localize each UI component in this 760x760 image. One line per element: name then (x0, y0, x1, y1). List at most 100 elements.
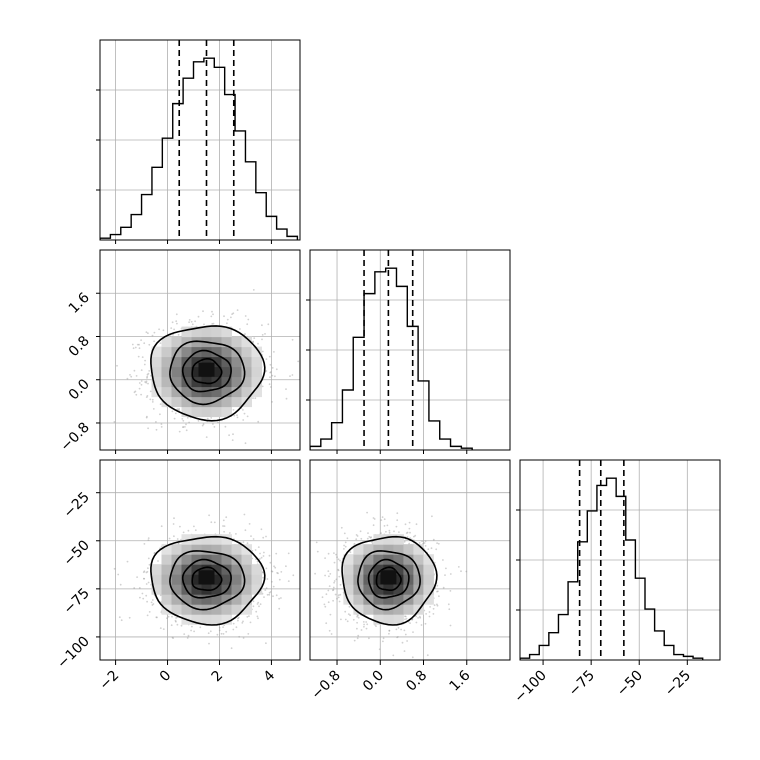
contour-line (367, 558, 410, 599)
scatter-point (357, 616, 360, 619)
scatter-point (113, 567, 116, 570)
scatter-point (356, 615, 358, 618)
density-cell (161, 366, 172, 378)
density-cell (383, 564, 394, 575)
scatter-point (356, 637, 359, 640)
scatter-point (131, 343, 134, 346)
scatter-point (225, 630, 228, 633)
scatter-point (159, 594, 162, 597)
scatter-point (136, 343, 139, 346)
scatter-point (246, 415, 249, 418)
scatter-point (420, 624, 423, 626)
scatter-point (175, 617, 178, 619)
scatter-point (436, 603, 438, 606)
scatter-point (400, 628, 402, 631)
scatter-point (447, 603, 450, 606)
scatter-point (138, 347, 141, 350)
scatter-point (232, 622, 235, 625)
scatter-point (242, 541, 245, 543)
scatter-point (356, 621, 358, 624)
scatter-point (275, 594, 278, 597)
scatter-point (147, 332, 149, 335)
scatter-point (408, 542, 411, 545)
density-cell (373, 594, 384, 605)
density-cell (403, 584, 414, 595)
scatter-point (171, 410, 174, 413)
density-cell (251, 584, 262, 595)
density-cell (171, 564, 182, 575)
density-cell (251, 564, 262, 575)
density-cell (403, 554, 414, 565)
density-cell (393, 614, 404, 625)
scatter-point (262, 576, 264, 579)
scatter-point (415, 523, 418, 526)
scatter-point (145, 583, 148, 585)
scatter-point (442, 559, 444, 561)
scatter-point (359, 530, 362, 533)
density-cell (393, 554, 404, 565)
scatter-point (155, 616, 158, 619)
scatter-point (430, 547, 433, 550)
scatter-point (383, 518, 386, 521)
scatter-point (355, 534, 358, 536)
scatter-point (348, 605, 351, 608)
scatter-point (236, 416, 239, 419)
density-cell (221, 544, 232, 555)
density-cell (201, 564, 212, 575)
scatter-point (432, 607, 435, 610)
histogram-panel-0 (96, 39, 301, 241)
scatter-point (132, 347, 135, 350)
scatter-point (254, 397, 257, 400)
scatter-point (209, 630, 212, 633)
scatter-point (250, 535, 252, 537)
density-cell (353, 604, 364, 615)
scatter-point (252, 340, 255, 343)
density-cell (241, 604, 252, 615)
scatter-point (212, 322, 215, 325)
scatter-point (160, 426, 163, 428)
density-cell (241, 336, 252, 348)
density-cell (423, 584, 434, 595)
density-cell (171, 584, 182, 595)
scatter-point (252, 397, 254, 399)
scatter-point (271, 401, 273, 403)
scatter-point (335, 553, 337, 556)
density-cell (221, 614, 232, 625)
density-cell (221, 594, 232, 605)
scatter-point (415, 621, 418, 624)
x-tick-label: 4 (261, 667, 279, 685)
density-cell (201, 594, 212, 605)
scatter-point (239, 328, 241, 330)
scatter-point (278, 578, 281, 581)
scatter-point (412, 631, 414, 633)
scatter-point (265, 358, 268, 360)
scatter-point (270, 371, 272, 373)
scatter-point (332, 599, 334, 602)
scatter-point (404, 523, 407, 526)
density-cell (221, 406, 232, 418)
scatter-point (396, 519, 399, 522)
scatter-point (169, 335, 172, 337)
scatter-point (448, 608, 451, 611)
scatter-point (325, 593, 328, 596)
panel-frame (99, 459, 301, 661)
scatter-point (232, 409, 235, 411)
scatter-point (151, 604, 154, 606)
scatter-point (372, 524, 375, 527)
scatter-point (208, 642, 210, 645)
scatter-point (134, 390, 137, 393)
scatter-point (174, 412, 177, 415)
scatter-point (176, 322, 178, 325)
y-tick-label: −0.8 (57, 419, 92, 454)
scatter-point (271, 374, 274, 377)
density-cell (161, 346, 172, 358)
scatter-point (145, 594, 148, 597)
density-cell (343, 554, 354, 565)
scatter-point (222, 626, 225, 628)
scatter-point (266, 578, 269, 580)
scatter-point (403, 650, 406, 652)
scatter-point (398, 531, 400, 533)
scatter-point (432, 613, 435, 615)
scatter-point (177, 542, 180, 545)
scatter-point (147, 557, 150, 560)
